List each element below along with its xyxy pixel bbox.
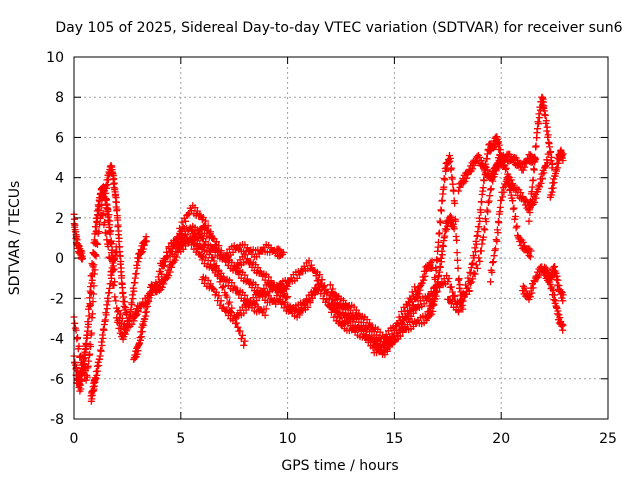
x-tick-label: 20 (492, 431, 510, 447)
data-point-markers (326, 281, 420, 343)
data-point-markers (113, 233, 151, 343)
chart-title: Day 105 of 2025, Sidereal Day-to-day VTE… (55, 20, 622, 36)
data-point-markers (540, 263, 567, 305)
series-arc (525, 93, 556, 225)
y-tick-label: -4 (50, 332, 64, 348)
series-arc (102, 162, 131, 325)
series-arc (540, 263, 567, 305)
x-tick-label: 0 (70, 431, 79, 447)
y-tick-label: -2 (50, 291, 64, 307)
x-tick-label: 15 (385, 431, 403, 447)
series-arc (422, 152, 467, 322)
data-point-markers (525, 93, 556, 225)
y-tick-label: 0 (55, 251, 64, 267)
series-arc (546, 146, 567, 201)
series-arc (198, 273, 292, 324)
y-tick-label: 2 (55, 211, 64, 227)
data-point-markers (102, 162, 131, 325)
x-tick-label: 10 (279, 431, 297, 447)
x-tick-label: 5 (176, 431, 185, 447)
y-tick-label: 10 (46, 50, 64, 66)
series-arc (487, 150, 552, 286)
data-point-markers (198, 273, 292, 324)
y-tick-label: -8 (50, 412, 64, 428)
plot-area-frame (73, 56, 609, 420)
series-arc (326, 281, 420, 343)
data-point-markers (455, 150, 539, 195)
x-tick-label: 25 (599, 431, 617, 447)
y-tick-label: -6 (50, 372, 64, 388)
data-point-markers (72, 185, 119, 395)
y-tick-label: 6 (55, 130, 64, 146)
y-tick-label: 4 (55, 171, 64, 187)
x-axis-label: GPS time / hours (281, 458, 398, 474)
y-tick-label: 8 (55, 90, 64, 106)
tick-labels: 0 5 10 15 20 25 -8 -6 -4 -2 0 2 4 6 8 10 (46, 50, 617, 447)
data-point-markers (546, 146, 567, 201)
data-point-markers (87, 243, 121, 405)
data-point-markers (487, 150, 552, 286)
series-arc (113, 233, 151, 343)
data-point-markers (422, 152, 467, 322)
series-arc (72, 185, 119, 395)
series-arc (87, 243, 121, 405)
data-point-markers (188, 232, 287, 263)
data-points (70, 93, 567, 405)
series-arc (188, 232, 287, 263)
y-axis-label: SDTVAR / TECUs (7, 181, 23, 296)
series-arc (455, 150, 539, 195)
